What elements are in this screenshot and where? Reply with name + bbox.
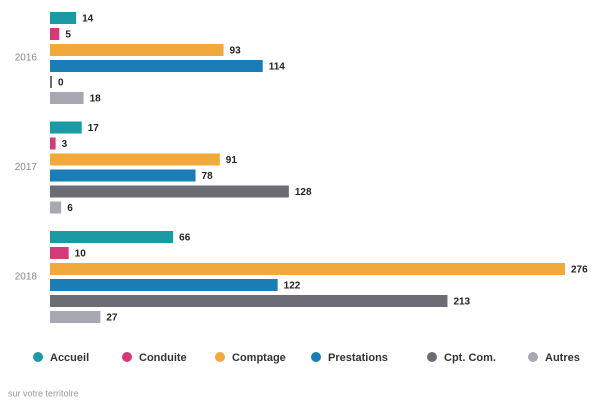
value-label: 78	[202, 171, 214, 182]
bar	[50, 137, 56, 150]
legend-swatch	[528, 352, 538, 362]
value-label: 14	[82, 14, 94, 25]
value-label: 276	[571, 265, 588, 276]
legend-swatch	[122, 352, 132, 362]
bar	[50, 28, 60, 40]
category-label: 2016	[15, 53, 38, 64]
legend-swatch	[33, 352, 43, 362]
bar	[50, 60, 263, 72]
value-label: 213	[453, 297, 470, 308]
value-label: 0	[58, 78, 64, 89]
value-label: 128	[295, 187, 312, 198]
legend-label: Cpt. Com.	[444, 352, 496, 364]
bar	[50, 169, 196, 182]
legend-swatch	[215, 352, 225, 362]
bar	[50, 185, 289, 198]
legend-swatch	[427, 352, 437, 362]
value-label: 93	[230, 46, 242, 57]
bar	[50, 44, 224, 56]
value-label: 122	[284, 281, 301, 292]
legend-label: Prestations	[328, 352, 388, 364]
legend-label: Comptage	[232, 352, 286, 364]
bar	[50, 247, 69, 259]
value-label: 17	[88, 123, 100, 134]
bar	[50, 76, 52, 88]
value-label: 10	[75, 249, 87, 260]
value-label: 91	[226, 155, 238, 166]
note: sur votre territoire	[8, 388, 79, 398]
bar	[50, 231, 174, 243]
bar	[50, 92, 84, 104]
value-label: 27	[106, 313, 118, 324]
value-label: 3	[62, 139, 68, 150]
value-label: 18	[90, 94, 102, 105]
bar	[50, 279, 278, 291]
category-label: 2017	[15, 162, 38, 173]
bar	[50, 201, 62, 214]
legend-swatch	[311, 352, 321, 362]
legend-label: Autres	[545, 352, 580, 364]
bar	[50, 153, 220, 166]
bar	[50, 263, 565, 275]
legend-label: Conduite	[139, 352, 187, 364]
legend-label: Accueil	[50, 352, 89, 364]
bar	[50, 12, 77, 24]
value-label: 66	[179, 233, 191, 244]
bar	[50, 121, 82, 134]
value-label: 114	[269, 62, 286, 73]
bar	[50, 295, 448, 307]
category-label: 2018	[15, 272, 38, 283]
bar	[50, 311, 101, 323]
value-label: 6	[67, 203, 73, 214]
value-label: 5	[65, 30, 71, 41]
